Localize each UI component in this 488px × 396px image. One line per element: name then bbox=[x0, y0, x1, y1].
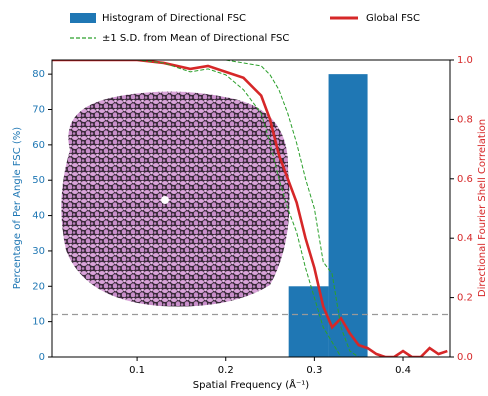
y-tick-label: 30 bbox=[32, 246, 45, 257]
y-tick-label: 80 bbox=[32, 69, 45, 80]
x-axis-label: Spatial Frequency (Å⁻¹) bbox=[193, 378, 309, 391]
x-tick-label: 0.2 bbox=[218, 365, 234, 376]
x-tick-label: 0.4 bbox=[395, 365, 411, 376]
y2-tick-label: 1.0 bbox=[457, 55, 473, 66]
x-tick-label: 0.1 bbox=[129, 365, 145, 376]
legend-label: Histogram of Directional FSC bbox=[102, 13, 246, 24]
chart: Histogram of Directional FSC Global FSC … bbox=[0, 0, 488, 396]
y-tick-label: 10 bbox=[32, 317, 45, 328]
y-tick-label: 20 bbox=[32, 281, 45, 292]
x-tick-label: 0.3 bbox=[306, 365, 322, 376]
protein-center bbox=[161, 196, 169, 204]
y2-tick-label: 0.8 bbox=[457, 114, 473, 125]
y-tick-label: 70 bbox=[32, 105, 45, 116]
y2-tick-label: 0.0 bbox=[457, 352, 473, 363]
bar bbox=[289, 286, 329, 357]
legend-swatch bbox=[70, 13, 96, 23]
y2-tick-label: 0.2 bbox=[457, 293, 473, 304]
legend-label: ±1 S.D. from Mean of Directional FSC bbox=[102, 33, 289, 44]
y2-axis-label: Directional Fourier Shell Correlation bbox=[477, 119, 488, 297]
y-tick-label: 50 bbox=[32, 175, 45, 186]
y-tick-label: 40 bbox=[32, 211, 45, 222]
y-axis-label: Percentage of Per Angle FSC (%) bbox=[12, 127, 23, 289]
legend-label: Global FSC bbox=[366, 13, 420, 24]
protein-map bbox=[61, 92, 289, 307]
legend: Histogram of Directional FSC Global FSC … bbox=[70, 13, 420, 44]
y2-tick-label: 0.6 bbox=[457, 174, 473, 185]
y2-tick-label: 0.4 bbox=[457, 233, 473, 244]
y-tick-label: 0 bbox=[39, 352, 45, 363]
y-tick-label: 60 bbox=[32, 140, 45, 151]
